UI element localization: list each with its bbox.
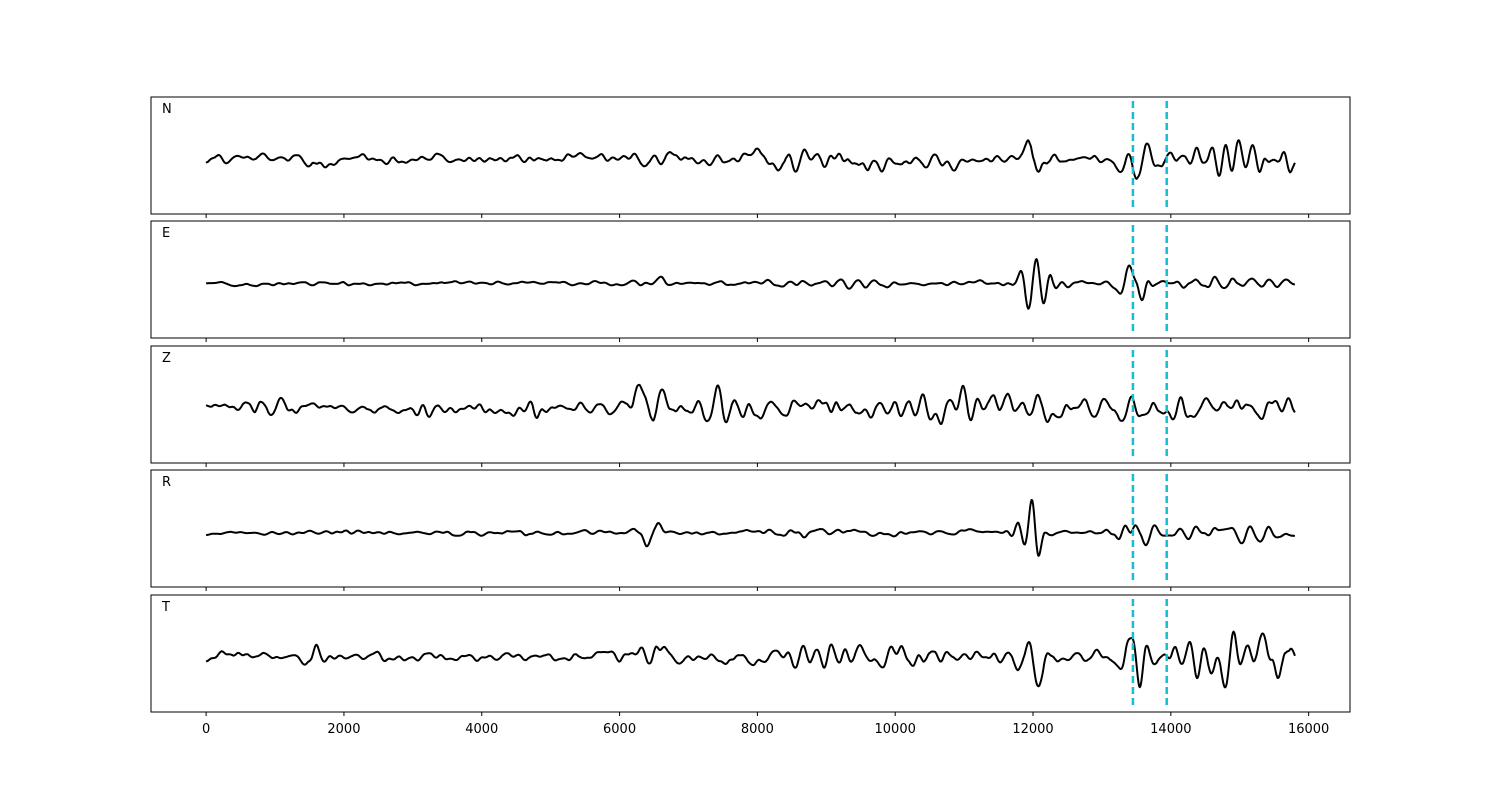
panels-group: N E Z R T	[150, 96, 1351, 716]
panel-label-z: Z	[162, 351, 171, 366]
x-tick-label: 8000	[741, 722, 774, 737]
panel-e: E	[150, 220, 1351, 342]
panel-n: N	[150, 96, 1351, 218]
trace-r	[205, 499, 1296, 557]
panel-frame	[150, 469, 1351, 588]
x-tick-label: 10000	[875, 722, 916, 737]
x-tick-label: 6000	[603, 722, 636, 737]
panel-label-n: N	[162, 102, 172, 117]
trace-e	[205, 258, 1296, 310]
panel-r: R	[150, 469, 1351, 591]
x-tick-label: 14000	[1150, 722, 1191, 737]
x-tick-label: 12000	[1012, 722, 1053, 737]
x-tick-label: 16000	[1288, 722, 1329, 737]
trace-t	[205, 630, 1296, 689]
panel-z: Z	[150, 345, 1351, 467]
x-axis: 0 2000 4000 6000 8000 10000 12000 14000 16000	[202, 722, 1329, 737]
trace-z	[205, 383, 1296, 425]
panel-t: T	[150, 594, 1351, 716]
panel-frame	[150, 594, 1351, 713]
x-tick-label: 2000	[327, 722, 360, 737]
panel-frame	[150, 96, 1351, 215]
panel-label-r: R	[162, 475, 171, 490]
panel-label-t: T	[161, 600, 170, 615]
x-tick-label: 0	[202, 722, 210, 737]
panel-frame	[150, 220, 1351, 339]
trace-n	[205, 139, 1296, 180]
x-tick-label: 4000	[465, 722, 498, 737]
panel-label-e: E	[162, 226, 170, 241]
panel-frame	[150, 345, 1351, 464]
